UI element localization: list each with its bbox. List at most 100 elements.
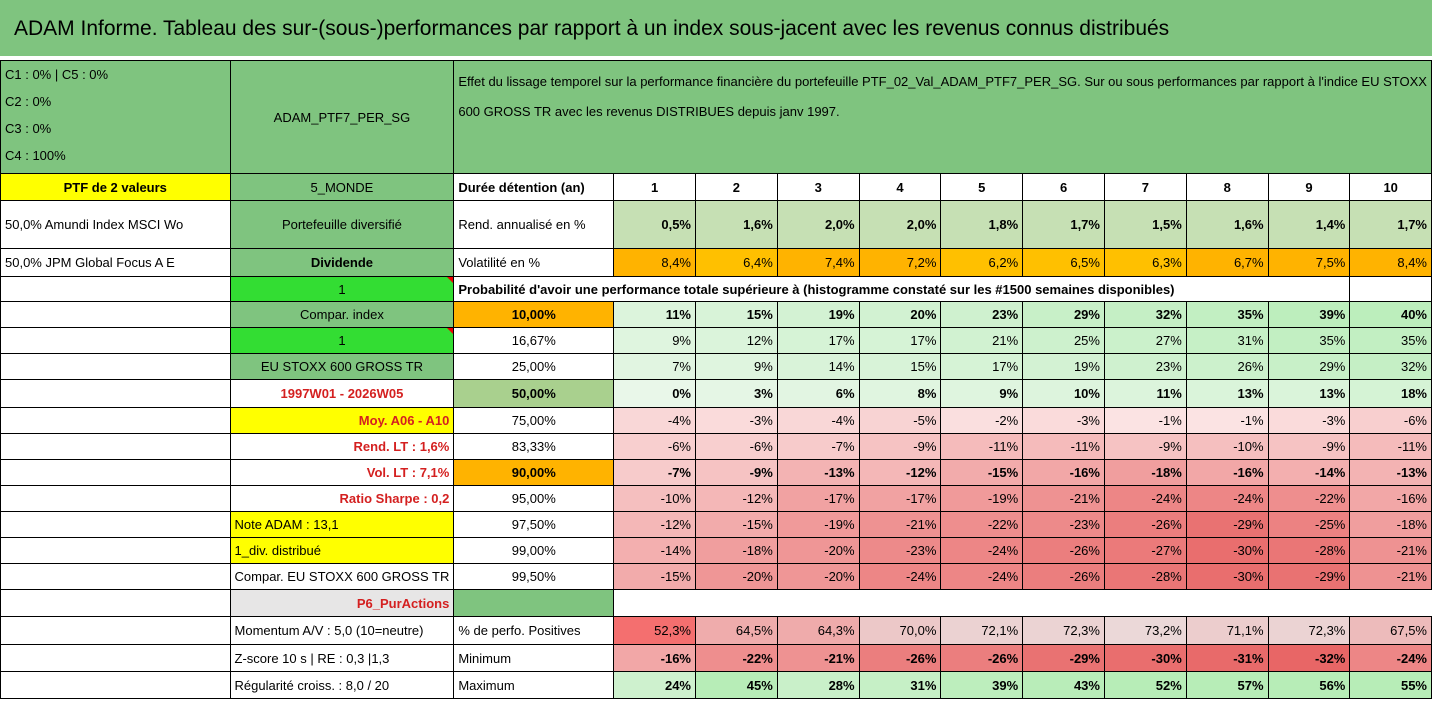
vol-value: 6,5% [1022, 248, 1105, 277]
empty-left [0, 353, 231, 380]
table-row: 1 Probabilité d'avoir une performance tot… [0, 276, 1432, 302]
one-a: 1 [229, 276, 455, 302]
proba-value: -24% [940, 563, 1024, 590]
positives-value: 64,3% [776, 616, 860, 645]
table-row: Rend. LT : 1,6% 83,33% -6% -6% -7% -9% -11% -11… [0, 433, 1432, 460]
zscore: Z-score 10 s | RE : 0,3 |1,3 [229, 644, 455, 672]
proba-value: 7% [613, 353, 696, 380]
proba-value: -5% [858, 407, 942, 434]
threshold-pct: 90,00% [453, 459, 615, 486]
proba-value: -24% [1185, 485, 1269, 512]
proba-value: 15% [695, 301, 778, 328]
rend-value: 2,0% [776, 200, 860, 249]
maximum-value: 24% [613, 671, 696, 699]
proba-value: 31% [1185, 327, 1269, 354]
rend-value: 1,4% [1267, 200, 1351, 249]
proba-value: -11% [940, 433, 1024, 460]
vol-value: 7,4% [776, 248, 860, 277]
momentum: Momentum A/V : 5,0 (10=neutre) [229, 616, 455, 645]
proba-value: -23% [1022, 511, 1105, 538]
proba-value: -18% [1349, 511, 1432, 538]
proba-value: -12% [695, 485, 778, 512]
proba-value: -18% [1103, 459, 1187, 486]
proba-value: -21% [1349, 537, 1432, 564]
proba-value: -1% [1185, 407, 1269, 434]
proba-value: 27% [1103, 327, 1187, 354]
year-header: 3 [776, 173, 860, 201]
minimum-label: Minimum [453, 644, 615, 672]
proba-value: 11% [613, 301, 696, 328]
table-row: Moy. A06 - A10 75,00% -4% -3% -4% -5% -2% -3% -1… [0, 407, 1432, 434]
proba-value: 20% [858, 301, 942, 328]
maximum-value: 52% [1103, 671, 1187, 699]
empty-left [0, 379, 231, 408]
maximum-value: 55% [1349, 671, 1432, 699]
regularite: Régularité croiss. : 8,0 / 20 [229, 671, 455, 699]
proba-value: 6% [776, 379, 860, 408]
empty-left [0, 511, 231, 538]
proba-value: 8% [858, 379, 942, 408]
empty-left [0, 671, 231, 699]
table-row: 1997W01 - 2026W05 50,00% 0% 3% 6% 8% 9% 10% 11% 1… [0, 379, 1432, 408]
empty-left [0, 485, 231, 512]
year-header: 7 [1103, 173, 1187, 201]
proba-value: 12% [695, 327, 778, 354]
proba-value: -19% [776, 511, 860, 538]
year-header: 4 [858, 173, 942, 201]
empty-left [0, 537, 231, 564]
holding-1: 50,0% Amundi Index MSCI Wo [0, 200, 231, 249]
proba-value: -20% [695, 563, 778, 590]
table-row: 1_div. distribué 99,00% -14% -18% -20% -23% -2… [0, 537, 1432, 564]
proba-value: -15% [940, 459, 1024, 486]
minimum-value: -29% [1022, 644, 1105, 672]
div: 1_div. distribué [229, 537, 455, 564]
rend-value: 1,7% [1022, 200, 1105, 249]
proba-value: -12% [858, 459, 942, 486]
proba-value: -28% [1267, 537, 1351, 564]
rend-value: 1,8% [940, 200, 1024, 249]
compar-index: Compar. index [229, 301, 455, 328]
proba-value: -24% [940, 537, 1024, 564]
maximum-value: 56% [1267, 671, 1351, 699]
proba-value: -13% [1349, 459, 1432, 486]
pie-legend-item: C3 : 0% [5, 121, 52, 136]
maximum-value: 28% [776, 671, 860, 699]
year-header: 10 [1349, 173, 1432, 201]
empty-left [0, 433, 231, 460]
minimum-value: -31% [1185, 644, 1269, 672]
threshold-pct: 95,00% [453, 485, 615, 512]
holding-2: 50,0% JPM Global Focus A E [0, 248, 231, 277]
empty-right [1349, 276, 1432, 302]
table-row: Ratio Sharpe : 0,2 95,00% -10% -12% -17% -17%… [0, 485, 1432, 512]
rend-value: 1,6% [1185, 200, 1269, 249]
vol-value: 6,4% [695, 248, 778, 277]
table-row: Régularité croiss. : 8,0 / 20 Maximum 24% 4… [0, 671, 1432, 699]
vol-value: 6,7% [1185, 248, 1269, 277]
vol-label: Volatilité en % [453, 248, 615, 277]
table-row: 50,0% Amundi Index MSCI Wo Portefeuille d… [0, 200, 1432, 249]
diversified: Portefeuille diversifié [229, 200, 455, 249]
proba-value: 29% [1267, 353, 1351, 380]
table-row: 50,0% JPM Global Focus A E Dividende Volat… [0, 248, 1432, 277]
proba-value: -2% [940, 407, 1024, 434]
proba-value: -16% [1022, 459, 1105, 486]
proba-value: -28% [1103, 563, 1187, 590]
empty-left [0, 589, 231, 617]
proba-value: -26% [1022, 537, 1105, 564]
dividend: Dividende [229, 248, 455, 277]
proba-value: 17% [776, 327, 860, 354]
maximum-value: 43% [1022, 671, 1105, 699]
proba-value: 32% [1103, 301, 1187, 328]
year-header: 1 [613, 173, 696, 201]
proba-value: 9% [613, 327, 696, 354]
proba-value: 14% [776, 353, 860, 380]
threshold-pct: 83,33% [453, 433, 615, 460]
proba-value: -9% [695, 459, 778, 486]
proba-value: 9% [940, 379, 1024, 408]
proba-value: -21% [858, 511, 942, 538]
proba-value: -21% [1022, 485, 1105, 512]
threshold-pct: 16,67% [453, 327, 615, 354]
proba-value: -16% [1349, 485, 1432, 512]
rend-label: Rend. annualisé en % [453, 200, 615, 249]
proba-value: 23% [1103, 353, 1187, 380]
